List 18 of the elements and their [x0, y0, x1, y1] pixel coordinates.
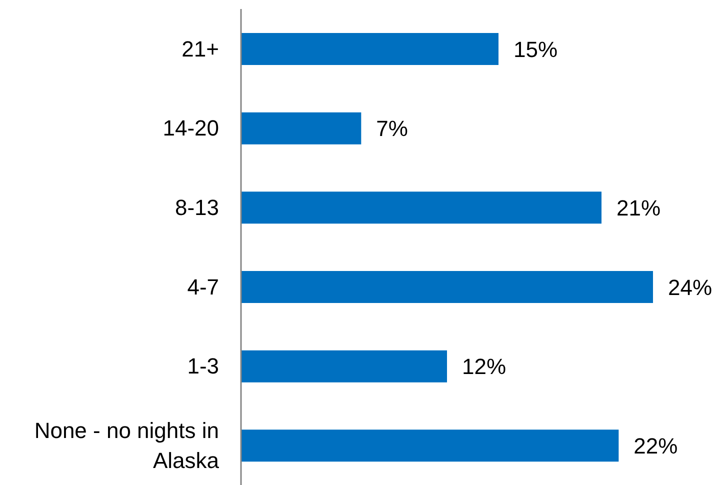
y-tick-label: 8-13: [174, 195, 219, 220]
y-tick-label: 4-7: [187, 274, 219, 300]
data-label: 12%: [462, 354, 506, 380]
bar: [241, 112, 362, 144]
bar: [241, 192, 602, 224]
data-label: 24%: [668, 274, 712, 300]
bar: [241, 350, 447, 382]
data-label: 22%: [634, 433, 678, 458]
data-label: 7%: [376, 116, 408, 142]
data-label: 21%: [616, 195, 661, 220]
y-tick-label: 1-3: [187, 354, 219, 379]
bar: [241, 430, 619, 462]
data-label: 15%: [514, 36, 558, 62]
bar: [241, 33, 498, 65]
y-tick-label: None - no nights in Alaska: [34, 418, 220, 474]
y-tick-label: 21+: [182, 36, 219, 62]
bar: [241, 271, 653, 303]
y-tick-label: 14-20: [162, 116, 219, 141]
